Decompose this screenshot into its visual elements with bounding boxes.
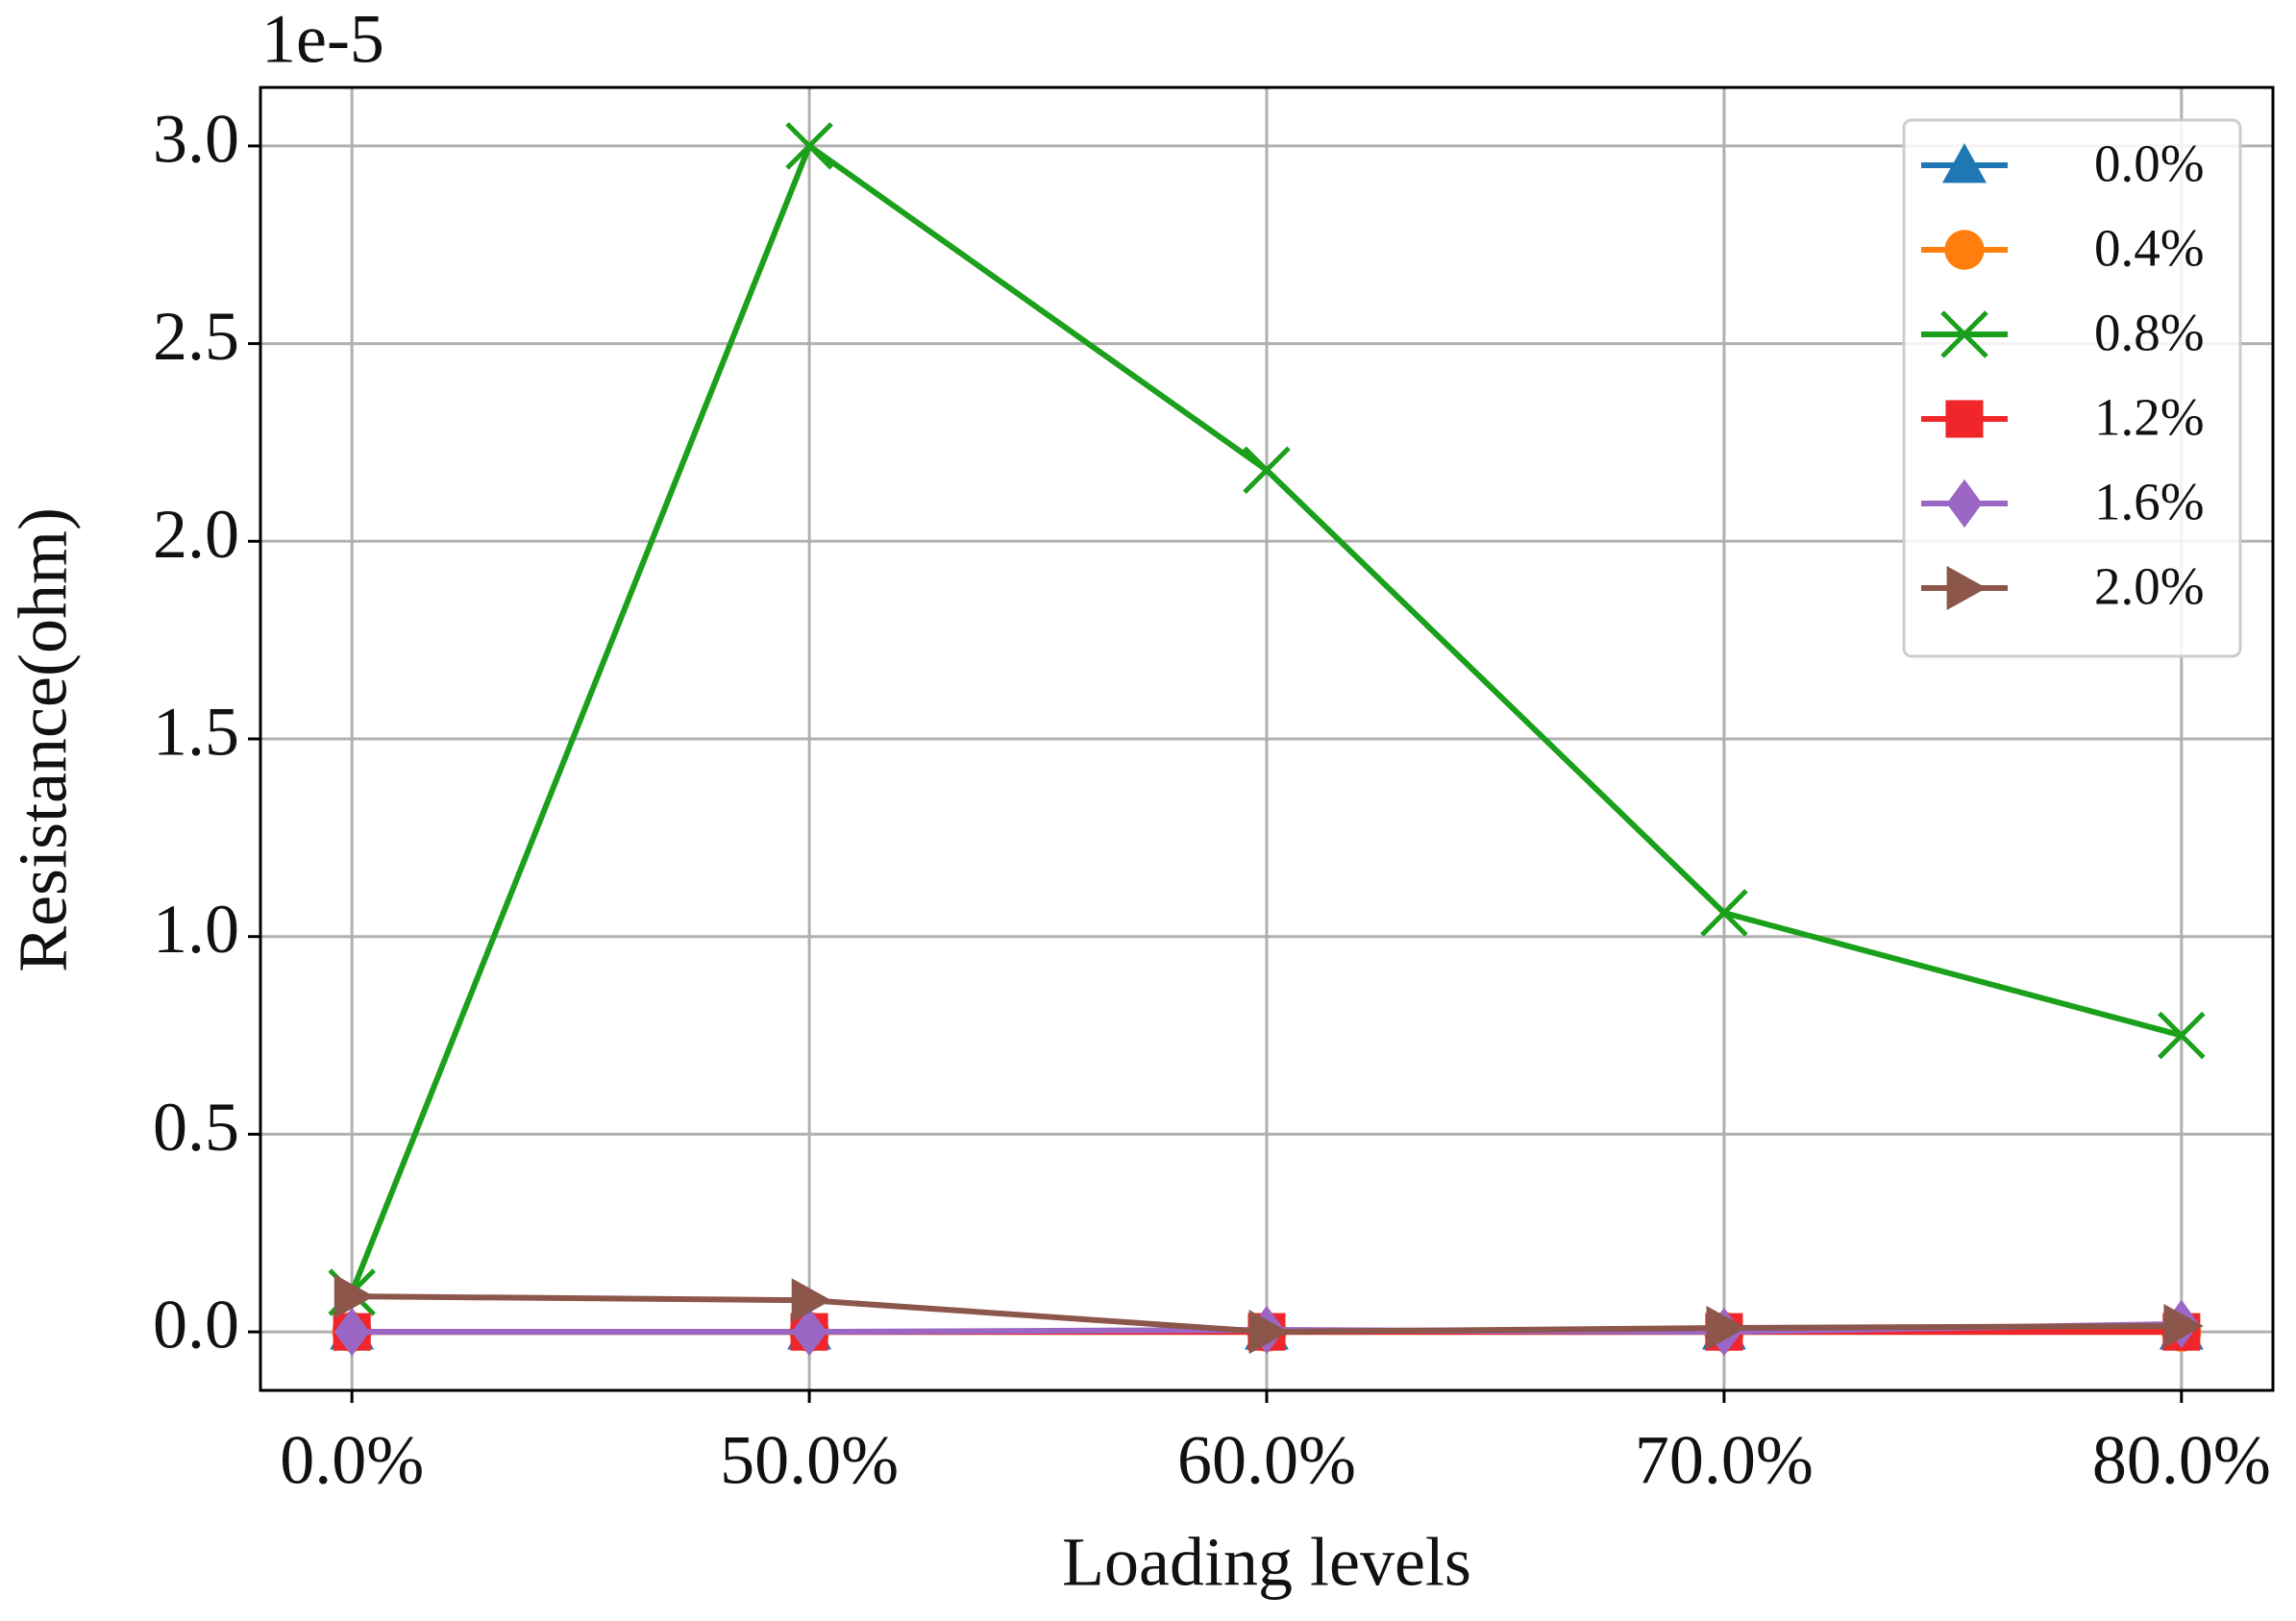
legend-label: 0.0%	[2094, 135, 2205, 193]
marker	[1700, 889, 1748, 937]
legend-label: 2.0%	[2094, 557, 2205, 616]
legend-label: 1.6%	[2094, 473, 2205, 531]
y-tick-label: 1.5	[153, 694, 239, 771]
marker	[333, 1274, 375, 1319]
marker	[791, 1278, 832, 1323]
y-tick-label: 3.0	[153, 100, 239, 177]
marker	[1944, 230, 1985, 270]
legend-box	[1902, 118, 2242, 658]
marker	[791, 1307, 827, 1357]
legend-label: 1.2%	[2094, 388, 2205, 447]
legend-label: 0.4%	[2094, 219, 2205, 278]
x-tick-label: 50.0%	[720, 1422, 899, 1499]
y-offset-label: 1e-5	[261, 1, 384, 78]
plot-frame	[259, 86, 2275, 1392]
marker	[1243, 446, 1291, 495]
marker	[785, 122, 833, 170]
marker	[2158, 1011, 2206, 1060]
marker	[1946, 479, 1983, 528]
marker	[1940, 310, 1988, 358]
marker	[2163, 1303, 2204, 1348]
marker	[333, 1307, 370, 1357]
y-tick-label: 0.5	[153, 1089, 239, 1166]
marker	[1706, 1305, 1746, 1350]
x-axis-label: Loading levels	[1062, 1524, 1471, 1601]
y-tick-label: 0.0	[153, 1287, 239, 1363]
y-tick-label: 2.0	[153, 496, 239, 573]
y-tick-label: 2.5	[153, 298, 239, 375]
legend-label: 0.8%	[2094, 304, 2205, 362]
marker	[1945, 400, 1984, 438]
marker	[1946, 566, 1987, 610]
marker	[1248, 1310, 1289, 1355]
x-tick-label: 70.0%	[1635, 1422, 1814, 1499]
x-tick-label: 60.0%	[1177, 1422, 1356, 1499]
y-axis-label: Resistance(ohm)	[5, 507, 82, 972]
x-tick-label: 0.0%	[280, 1422, 424, 1499]
x-tick-label: 80.0%	[2092, 1422, 2271, 1499]
marker	[1942, 143, 1987, 184]
y-tick-label: 1.0	[153, 891, 239, 968]
